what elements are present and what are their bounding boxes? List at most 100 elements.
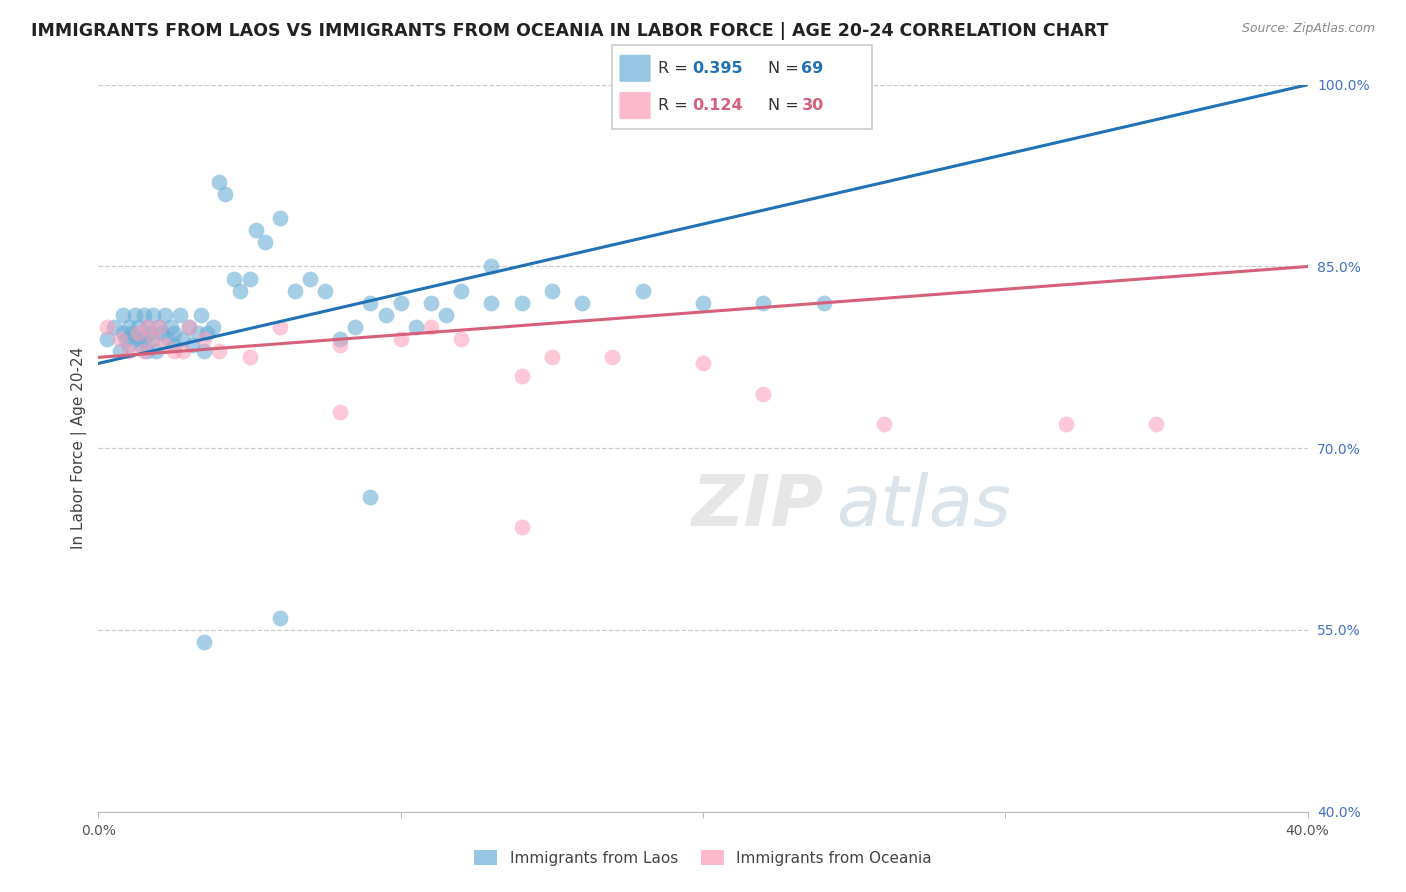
Point [224, 271, 246, 285]
Point [187, 326, 209, 340]
Point [135, 320, 157, 334]
Point [139, 326, 162, 340]
Point [1144, 417, 1167, 431]
Point [540, 284, 562, 298]
Point [181, 338, 204, 352]
Point [129, 338, 152, 352]
Point [145, 344, 167, 359]
Point [208, 175, 231, 189]
Point [299, 271, 322, 285]
Point [153, 308, 176, 322]
Point [153, 338, 176, 352]
Point [329, 338, 352, 352]
Point [118, 320, 141, 334]
Point [193, 332, 215, 346]
Point [269, 320, 291, 334]
Point [752, 296, 775, 310]
Point [420, 320, 443, 334]
Point [631, 284, 654, 298]
Point [229, 284, 252, 298]
Point [434, 308, 457, 322]
Point [96, 320, 118, 334]
Point [142, 308, 165, 322]
Point [148, 320, 170, 334]
Point [389, 332, 412, 346]
Point [1054, 417, 1077, 431]
Point [163, 326, 186, 340]
Point [269, 211, 291, 225]
Point [571, 296, 593, 310]
Point [329, 405, 352, 419]
Point [190, 308, 212, 322]
Point [172, 344, 194, 359]
Point [813, 296, 835, 310]
Point [253, 235, 276, 250]
Point [103, 320, 125, 334]
Text: IMMIGRANTS FROM LAOS VS IMMIGRANTS FROM OCEANIA IN LABOR FORCE | AGE 20-24 CORRE: IMMIGRANTS FROM LAOS VS IMMIGRANTS FROM … [31, 22, 1108, 40]
Point [124, 308, 146, 322]
Point [142, 332, 165, 346]
Point [118, 344, 141, 359]
Point [111, 308, 134, 322]
Point [96, 332, 118, 346]
Point [127, 320, 149, 334]
Point [360, 490, 382, 504]
Point [208, 344, 231, 359]
Text: R =: R = [658, 61, 693, 76]
Point [114, 332, 136, 346]
Point [163, 338, 186, 352]
Text: atlas: atlas [837, 472, 1011, 541]
Point [169, 308, 191, 322]
FancyBboxPatch shape [612, 45, 872, 129]
Point [344, 320, 367, 334]
Point [360, 296, 382, 310]
Point [135, 320, 157, 334]
Point [118, 338, 141, 352]
Point [284, 284, 307, 298]
Point [132, 332, 155, 346]
Point [142, 332, 165, 346]
Legend: Immigrants from Laos, Immigrants from Oceania: Immigrants from Laos, Immigrants from Oc… [467, 842, 939, 873]
Point [156, 332, 179, 346]
Text: 0.395: 0.395 [692, 61, 742, 76]
Point [127, 332, 149, 346]
Point [692, 356, 714, 370]
Point [108, 332, 131, 346]
Point [163, 344, 186, 359]
Point [214, 186, 236, 201]
Text: 30: 30 [801, 98, 824, 113]
Text: 69: 69 [801, 61, 824, 76]
Y-axis label: In Labor Force | Age 20-24: In Labor Force | Age 20-24 [72, 347, 87, 549]
Point [692, 296, 714, 310]
Point [193, 344, 215, 359]
Point [510, 368, 533, 383]
Text: N =: N = [768, 61, 804, 76]
Text: N =: N = [768, 98, 804, 113]
Point [450, 284, 472, 298]
Point [389, 296, 412, 310]
Text: R =: R = [658, 98, 693, 113]
Point [127, 326, 149, 340]
Point [873, 417, 896, 431]
Point [602, 351, 624, 365]
FancyBboxPatch shape [620, 92, 651, 120]
Point [172, 332, 194, 346]
Point [239, 271, 262, 285]
Point [510, 520, 533, 534]
Text: ZIP: ZIP [692, 472, 824, 541]
Point [540, 351, 562, 365]
Point [132, 308, 155, 322]
Point [108, 344, 131, 359]
Point [193, 635, 215, 649]
Point [450, 332, 472, 346]
Point [135, 344, 157, 359]
Point [179, 320, 201, 334]
Text: 0.124: 0.124 [692, 98, 742, 113]
Point [132, 344, 155, 359]
Point [121, 326, 143, 340]
FancyBboxPatch shape [620, 54, 651, 82]
Point [269, 611, 291, 625]
Point [329, 332, 352, 346]
Point [195, 326, 218, 340]
Point [239, 351, 262, 365]
